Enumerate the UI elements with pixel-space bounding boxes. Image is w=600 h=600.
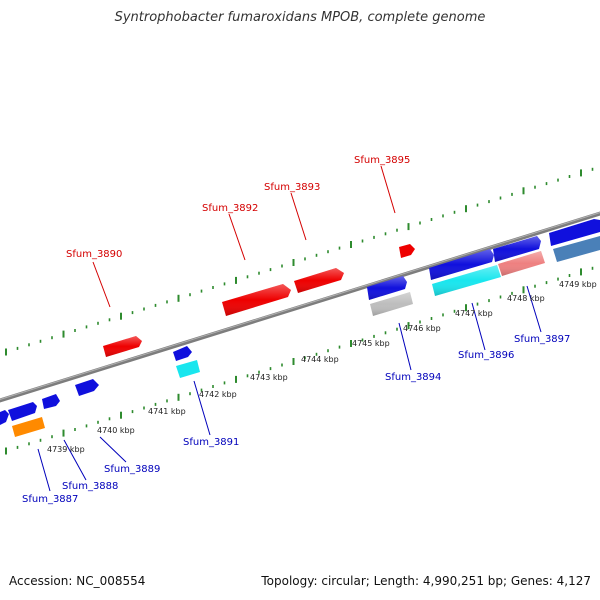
genome-backbone: [0, 211, 600, 403]
accession-text: Accession: NC_008554: [9, 574, 146, 588]
scale-labels: 4739 kbp 4740 kbp 4741 kbp 4742 kbp 4743…: [47, 280, 597, 454]
genome-backbone-highlight: [0, 212, 600, 400]
gene-label-sfum-3891[interactable]: Sfum_3891: [183, 437, 239, 448]
gene-label-sfum-3894[interactable]: Sfum_3894: [385, 372, 441, 383]
scale-label: 4745 kbp: [352, 339, 390, 348]
genome-stats-text: Topology: circular; Length: 4,990,251 bp…: [261, 574, 591, 588]
forward-gene-labels: Sfum_3890 Sfum_3892 Sfum_3893 Sfum_3895: [66, 155, 410, 260]
gene-label-sfum-3887[interactable]: Sfum_3887: [22, 494, 78, 505]
scale-label: 4749 kbp: [559, 280, 597, 289]
gene-unlabeled-a[interactable]: [75, 379, 99, 396]
gene-label-sfum-3890[interactable]: Sfum_3890: [66, 249, 122, 260]
gene-label-sfum-3896[interactable]: Sfum_3896: [458, 350, 514, 361]
gene-sfum-3891[interactable]: [173, 346, 192, 361]
reverse-tick-row: [5, 266, 594, 455]
scale-label: 4748 kbp: [507, 294, 545, 303]
reverse-gene-labels: Sfum_3887 Sfum_3888 Sfum_3889 Sfum_3891 …: [22, 334, 570, 505]
feature-orange-3887[interactable]: [12, 417, 45, 437]
scale-label: 4739 kbp: [47, 445, 85, 454]
gene-label-sfum-3897[interactable]: Sfum_3897: [514, 334, 570, 345]
forward-tick-row: [5, 167, 594, 356]
gene-sfum-3895[interactable]: [399, 244, 415, 258]
gene-label-sfum-3895[interactable]: Sfum_3895: [354, 155, 410, 166]
gene-unlabeled-b[interactable]: [549, 219, 600, 246]
gene-shading: [103, 236, 545, 357]
scale-label: 4741 kbp: [148, 407, 186, 416]
feature-steel[interactable]: [553, 236, 600, 262]
scale-label: 4746 kbp: [403, 324, 441, 333]
gene-label-sfum-3892[interactable]: Sfum_3892: [202, 203, 258, 214]
scale-label: 4742 kbp: [199, 390, 237, 399]
gene-sfum-3887[interactable]: [0, 410, 9, 425]
gene-sfum-3889[interactable]: [42, 394, 60, 409]
scale-label: 4744 kbp: [301, 355, 339, 364]
gene-label-sfum-3888[interactable]: Sfum_3888: [62, 481, 118, 492]
feature-cyan-3891[interactable]: [176, 360, 200, 378]
gene-label-sfum-3889[interactable]: Sfum_3889: [104, 464, 160, 475]
map-title: Syntrophobacter fumaroxidans MPOB, compl…: [114, 10, 486, 25]
gene-label-sfum-3893[interactable]: Sfum_3893: [264, 182, 320, 193]
forward-leader-lines: [92, 165, 396, 308]
scale-label: 4743 kbp: [250, 373, 288, 382]
reverse-leader-lines: [37, 285, 542, 492]
scale-label: 4747 kbp: [455, 309, 493, 318]
gene-sfum-3888[interactable]: [8, 402, 37, 421]
scale-label: 4740 kbp: [97, 426, 135, 435]
